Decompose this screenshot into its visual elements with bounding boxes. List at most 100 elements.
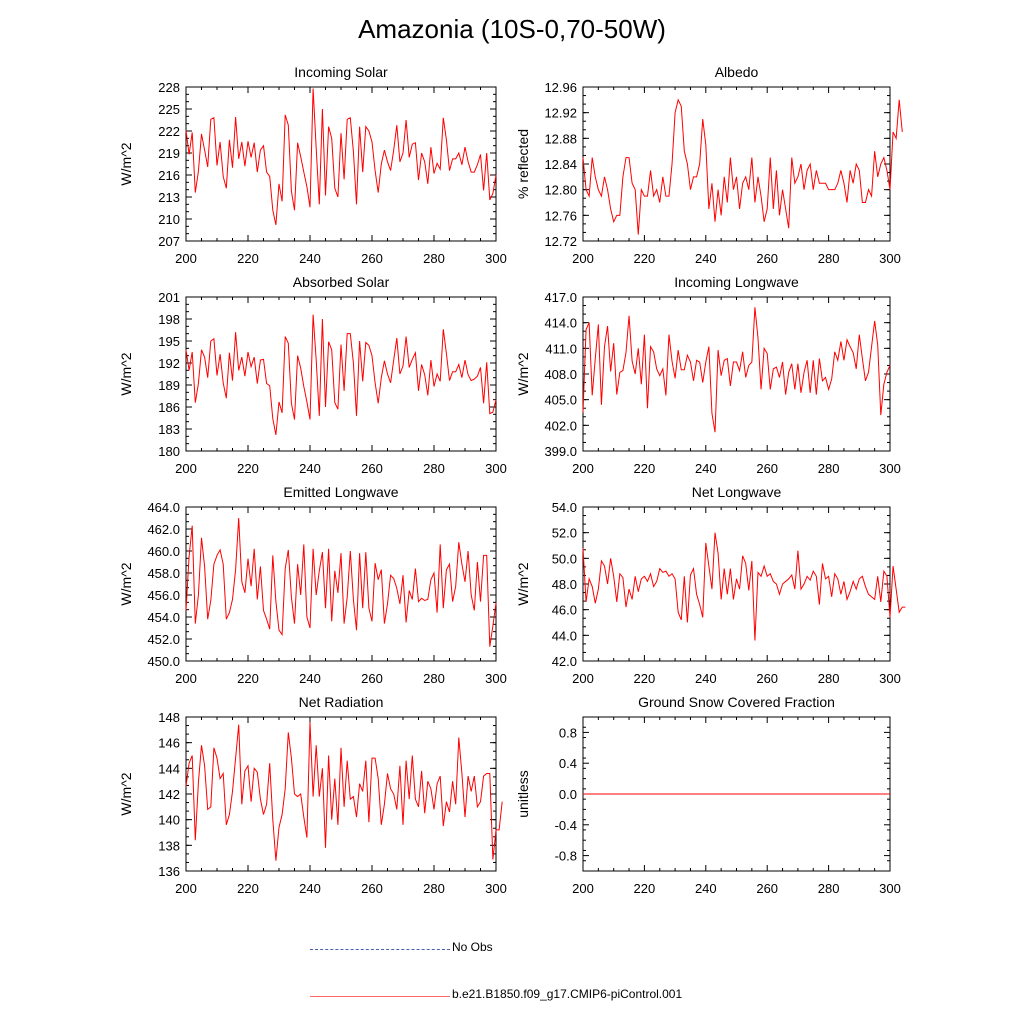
x-tick-label: 240 — [695, 461, 717, 476]
albedo-panel: 200 220 240 260 280 300 12.72 12.76 12.80 12.84 12… — [515, 64, 903, 266]
x-tick-label: 300 — [485, 251, 507, 266]
x-tick-label: 220 — [634, 671, 656, 686]
y-tick-label: 458.0 — [147, 566, 180, 581]
x-tick-label: 200 — [175, 881, 197, 896]
x-tick-label: 300 — [879, 881, 901, 896]
y-tick-label: 408.0 — [544, 367, 577, 382]
y-tick-label: 12.88 — [544, 131, 577, 146]
x-tick-label: 300 — [485, 461, 507, 476]
incoming-solar-ylabel: W/m^2 — [118, 142, 134, 185]
y-tick-label: 186 — [158, 400, 180, 415]
x-tick-label: 240 — [299, 461, 321, 476]
x-tick-label: 260 — [361, 251, 383, 266]
y-tick-label: 405.0 — [544, 393, 577, 408]
y-tick-label: 50.0 — [552, 551, 577, 566]
y-tick-label: 216 — [158, 168, 180, 183]
y-tick-label: 12.84 — [544, 157, 577, 172]
y-tick-label: 12.80 — [544, 183, 577, 198]
y-tick-label: -0.4 — [555, 818, 577, 833]
y-tick-label: 46.0 — [552, 603, 577, 618]
y-tick-label: 48.0 — [552, 577, 577, 592]
x-tick-label: 200 — [572, 251, 594, 266]
y-tick-label: 452.0 — [147, 632, 180, 647]
net-longwave-title: Net Longwave — [692, 484, 782, 500]
y-tick-label: 222 — [158, 124, 180, 139]
incoming-longwave-ylabel: W/m^2 — [515, 352, 531, 395]
absorbed-solar-panel: 200 220 240 260 280 300 180 183 186 189 192 195 198 2… — [118, 274, 507, 476]
net-radiation-model-line — [185, 722, 503, 861]
net-radiation-ylabel: W/m^2 — [118, 772, 134, 815]
x-tick-label: 200 — [175, 251, 197, 266]
x-tick-label: 280 — [423, 251, 445, 266]
y-tick-label: 54.0 — [552, 500, 577, 515]
y-tick-label: 210 — [158, 212, 180, 227]
y-tick-label: 195 — [158, 334, 180, 349]
x-tick-label: 200 — [572, 461, 594, 476]
y-tick-label: 450.0 — [147, 654, 180, 669]
x-tick-label: 260 — [361, 881, 383, 896]
x-tick-label: 300 — [879, 671, 901, 686]
albedo-plot-frame — [582, 86, 891, 242]
x-tick-label: 200 — [175, 671, 197, 686]
x-tick-label: 220 — [237, 461, 259, 476]
absorbed-solar-ylabel: W/m^2 — [118, 352, 134, 395]
x-tick-label: 220 — [237, 251, 259, 266]
albedo-ylabel: % reflected — [515, 129, 531, 199]
x-tick-label: 280 — [423, 671, 445, 686]
y-tick-label: 180 — [158, 444, 180, 459]
y-tick-label: 144 — [158, 761, 180, 776]
x-tick-label: 220 — [634, 461, 656, 476]
absorbed-solar-title: Absorbed Solar — [293, 274, 390, 290]
x-tick-label: 280 — [423, 881, 445, 896]
y-tick-label: 201 — [158, 290, 180, 305]
net-longwave-panel: 200 220 240 260 280 300 42.0 44.0 46.0 48.0 50.0 52… — [515, 484, 906, 686]
x-tick-label: 240 — [299, 671, 321, 686]
y-tick-label: 411.0 — [545, 341, 577, 356]
y-tick-label: 12.92 — [544, 106, 577, 121]
x-tick-label: 200 — [175, 461, 197, 476]
legend-label-obs: No Obs — [452, 940, 493, 954]
y-tick-label: 462.0 — [147, 522, 180, 537]
incoming-solar-panel: 200 220 240 260 280 300 207 210 213 216 219 222 225 2… — [118, 64, 507, 266]
incoming-longwave-panel: 200 220 240 260 280 300 399.0 402.0 405.0 408.0 41… — [515, 274, 901, 476]
incoming-longwave-title: Incoming Longwave — [674, 274, 799, 290]
net-radiation-panel: 200 220 240 260 280 300 136 138 140 142 144 146 148 N… — [118, 694, 507, 896]
incoming-solar-model-line — [185, 88, 497, 225]
y-tick-label: 44.0 — [552, 628, 577, 643]
x-tick-label: 240 — [299, 251, 321, 266]
x-tick-label: 300 — [879, 461, 901, 476]
x-tick-label: 220 — [634, 251, 656, 266]
y-tick-label: 225 — [158, 102, 180, 117]
emitted-longwave-ylabel: W/m^2 — [118, 562, 134, 605]
y-tick-label: 0.4 — [559, 756, 577, 771]
y-tick-label: 136 — [158, 864, 180, 879]
x-tick-label: 280 — [818, 671, 840, 686]
x-tick-label: 220 — [237, 881, 259, 896]
x-tick-label: 280 — [423, 461, 445, 476]
y-tick-label: 456.0 — [147, 588, 180, 603]
x-tick-label: 280 — [818, 251, 840, 266]
x-tick-label: 280 — [818, 881, 840, 896]
y-tick-label: 183 — [158, 422, 180, 437]
net-radiation-title: Net Radiation — [299, 694, 384, 710]
incoming-longwave-model-line — [582, 307, 891, 433]
y-tick-label: 414.0 — [544, 316, 577, 331]
incoming-solar-title: Incoming Solar — [294, 64, 388, 80]
x-tick-label: 240 — [695, 881, 717, 896]
x-tick-label: 260 — [361, 671, 383, 686]
figure-title: Amazonia (10S-0,70-50W) — [358, 14, 666, 44]
y-tick-label: 464.0 — [147, 500, 180, 515]
legend-label-model: b.e21.B1850.f09_g17.CMIP6-piControl.001 — [452, 987, 683, 1001]
emitted-longwave-title: Emitted Longwave — [283, 484, 398, 500]
y-tick-label: 148 — [158, 710, 180, 725]
x-tick-label: 300 — [879, 251, 901, 266]
albedo-model-line — [582, 98, 903, 235]
ground-snow-covered-fraction-panel: 200 220 240 260 280 300 -0.8 -0.4 0.0 0.4 0.8 Groun… — [515, 694, 901, 896]
y-tick-label: 12.76 — [544, 208, 577, 223]
y-tick-label: 192 — [158, 356, 180, 371]
model-line-swatch — [310, 996, 450, 997]
x-tick-label: 240 — [695, 671, 717, 686]
y-tick-label: 402.0 — [544, 418, 577, 433]
x-tick-label: 220 — [237, 671, 259, 686]
y-tick-label: 142 — [158, 787, 180, 802]
